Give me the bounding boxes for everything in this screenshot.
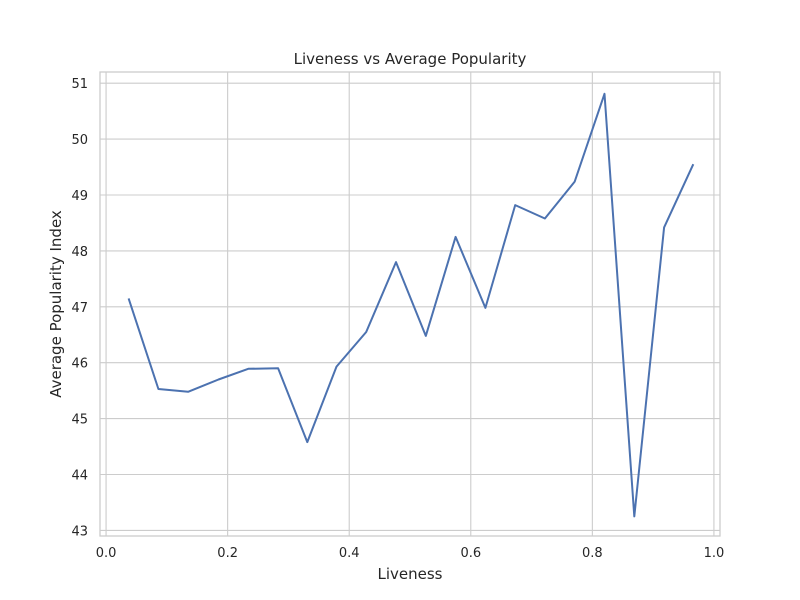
y-tick-label: 44 <box>71 469 88 484</box>
x-tick-label: 0.6 <box>460 546 481 561</box>
x-tick-label: 0.2 <box>217 546 238 561</box>
y-tick-label: 47 <box>71 301 88 316</box>
y-tick-label: 43 <box>71 524 88 539</box>
y-tick-label: 48 <box>71 245 88 260</box>
tick-labels: 0.0 0.2 0.4 0.6 0.8 1.0 43 44 45 46 47 48 49 50 51 <box>71 77 724 561</box>
x-tick-label: 0.4 <box>339 546 360 561</box>
chart-title: Liveness vs Average Popularity <box>294 50 527 68</box>
y-axis-label: Average Popularity Index <box>47 210 65 398</box>
grid-lines <box>100 72 720 536</box>
y-tick-label: 49 <box>71 189 88 204</box>
y-tick-label: 46 <box>71 357 88 372</box>
y-tick-label: 50 <box>71 133 88 148</box>
plot-frame <box>99 71 721 537</box>
x-axis-label: Liveness <box>378 565 443 583</box>
x-tick-label: 0.8 <box>582 546 603 561</box>
y-tick-label: 51 <box>71 77 88 92</box>
series-line <box>127 92 695 518</box>
y-tick-label: 45 <box>71 413 88 428</box>
x-tick-label: 1.0 <box>704 546 725 561</box>
x-tick-label: 0.0 <box>96 546 117 561</box>
